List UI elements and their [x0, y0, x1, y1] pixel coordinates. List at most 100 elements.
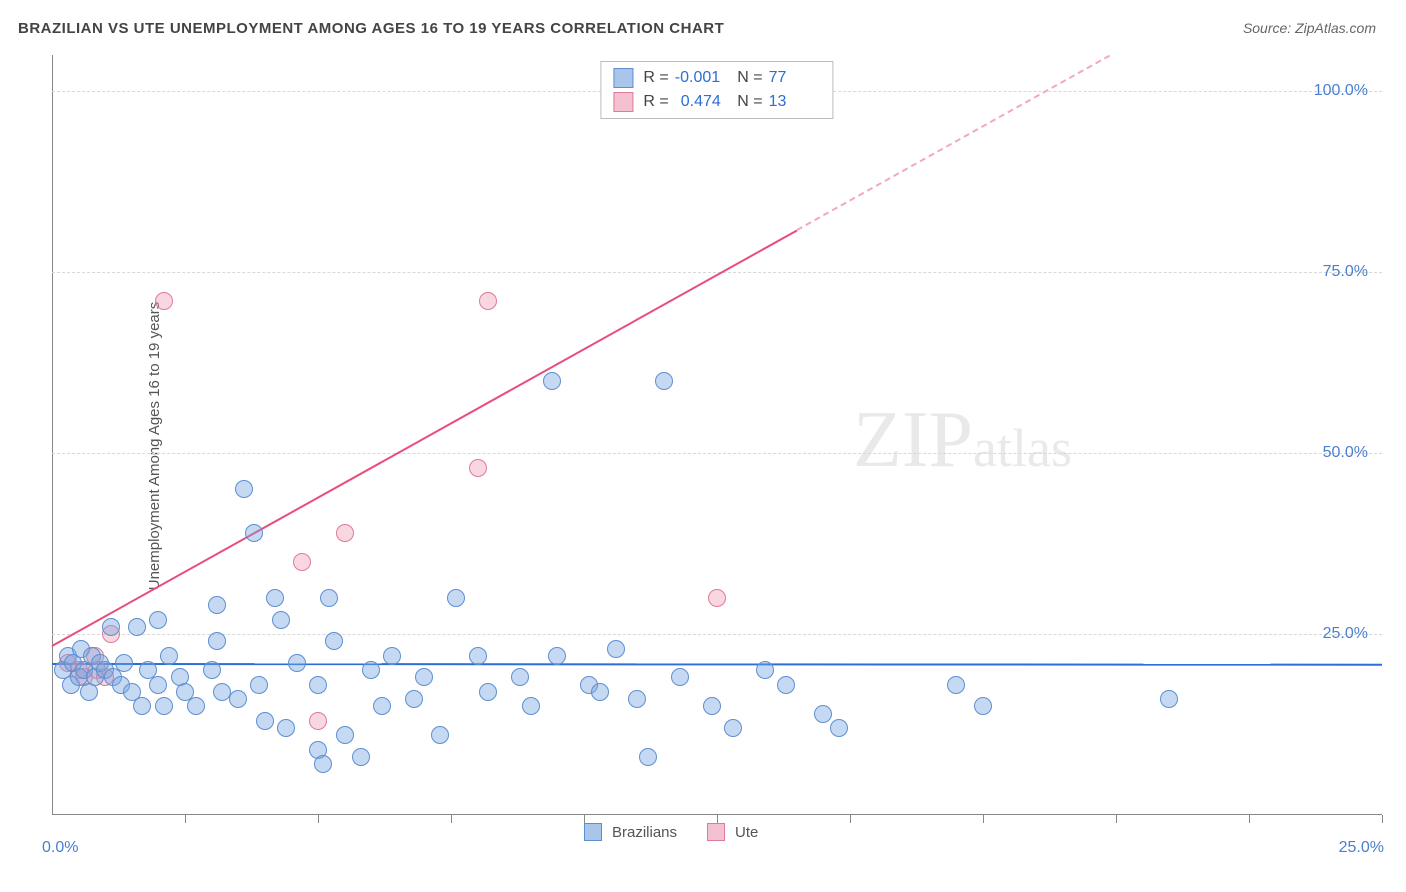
data-point [405, 690, 423, 708]
data-point [245, 524, 263, 542]
data-point [703, 697, 721, 715]
x-tick [983, 815, 984, 823]
data-point [325, 632, 343, 650]
data-point [115, 654, 133, 672]
legend-r-label: R = [643, 90, 668, 114]
watermark-atlas: atlas [973, 418, 1072, 478]
legend-item-brazilians: Brazilians [584, 823, 677, 841]
swatch-brazilians [584, 823, 602, 841]
y-tick-label: 50.0% [1323, 444, 1368, 462]
x-tick [584, 815, 585, 823]
trend-line [52, 663, 1382, 666]
series-legend: Brazilians Ute [584, 823, 758, 841]
legend-item-ute: Ute [707, 823, 758, 841]
legend-n-label: N = [733, 90, 763, 114]
data-point [250, 676, 268, 694]
gridline-h [52, 634, 1382, 635]
scatter-plot-area: ZIPatlas R = -0.001 N = 77 R = 0.474 N =… [52, 55, 1382, 815]
data-point [133, 697, 151, 715]
x-tick [318, 815, 319, 823]
data-point [974, 697, 992, 715]
watermark-zip: ZIP [853, 396, 973, 484]
data-point [352, 748, 370, 766]
y-tick-label: 75.0% [1323, 263, 1368, 281]
legend-n-label: N = [733, 66, 763, 90]
data-point [235, 480, 253, 498]
legend-row-ute: R = 0.474 N = 13 [613, 90, 820, 114]
data-point [208, 632, 226, 650]
data-point [1160, 690, 1178, 708]
data-point [128, 618, 146, 636]
data-point [628, 690, 646, 708]
data-point [102, 618, 120, 636]
data-point [415, 668, 433, 686]
source-credit: Source: ZipAtlas.com [1243, 20, 1376, 36]
trend-line-dashed [796, 55, 1110, 231]
x-tick-label: 0.0% [42, 839, 78, 857]
data-point [203, 661, 221, 679]
chart-title: BRAZILIAN VS UTE UNEMPLOYMENT AMONG AGES… [18, 20, 724, 37]
x-tick [185, 815, 186, 823]
data-point [277, 719, 295, 737]
data-point [671, 668, 689, 686]
data-point [149, 611, 167, 629]
swatch-ute [707, 823, 725, 841]
x-tick [451, 815, 452, 823]
data-point [155, 697, 173, 715]
swatch-ute [613, 92, 633, 112]
legend-r-label: R = [643, 66, 668, 90]
x-tick [1382, 815, 1383, 823]
legend-r-value-ute: 0.474 [675, 90, 727, 114]
y-tick-label: 100.0% [1314, 82, 1368, 100]
data-point [830, 719, 848, 737]
data-point [431, 726, 449, 744]
data-point [479, 683, 497, 701]
legend-row-brazilians: R = -0.001 N = 77 [613, 66, 820, 90]
data-point [655, 372, 673, 390]
swatch-brazilians [613, 68, 633, 88]
data-point [947, 676, 965, 694]
data-point [447, 589, 465, 607]
data-point [272, 611, 290, 629]
data-point [469, 459, 487, 477]
data-point [309, 712, 327, 730]
data-point [362, 661, 380, 679]
data-point [607, 640, 625, 658]
x-tick-label: 25.0% [1339, 839, 1384, 857]
data-point [229, 690, 247, 708]
x-tick [717, 815, 718, 823]
data-point [543, 372, 561, 390]
data-point [479, 292, 497, 310]
legend-label-ute: Ute [735, 824, 758, 841]
data-point [548, 647, 566, 665]
x-tick [1116, 815, 1117, 823]
data-point [336, 524, 354, 542]
data-point [511, 668, 529, 686]
data-point [777, 676, 795, 694]
data-point [469, 647, 487, 665]
data-point [639, 748, 657, 766]
data-point [336, 726, 354, 744]
data-point [383, 647, 401, 665]
data-point [155, 292, 173, 310]
x-tick [1249, 815, 1250, 823]
data-point [314, 755, 332, 773]
legend-n-value-ute: 13 [769, 90, 821, 114]
data-point [320, 589, 338, 607]
data-point [187, 697, 205, 715]
data-point [756, 661, 774, 679]
data-point [149, 676, 167, 694]
data-point [373, 697, 391, 715]
data-point [724, 719, 742, 737]
data-point [708, 589, 726, 607]
gridline-h [52, 453, 1382, 454]
x-tick [850, 815, 851, 823]
data-point [293, 553, 311, 571]
legend-label-brazilians: Brazilians [612, 824, 677, 841]
data-point [256, 712, 274, 730]
data-point [160, 647, 178, 665]
watermark: ZIPatlas [853, 395, 1072, 486]
data-point [522, 697, 540, 715]
y-axis [52, 55, 53, 815]
data-point [814, 705, 832, 723]
